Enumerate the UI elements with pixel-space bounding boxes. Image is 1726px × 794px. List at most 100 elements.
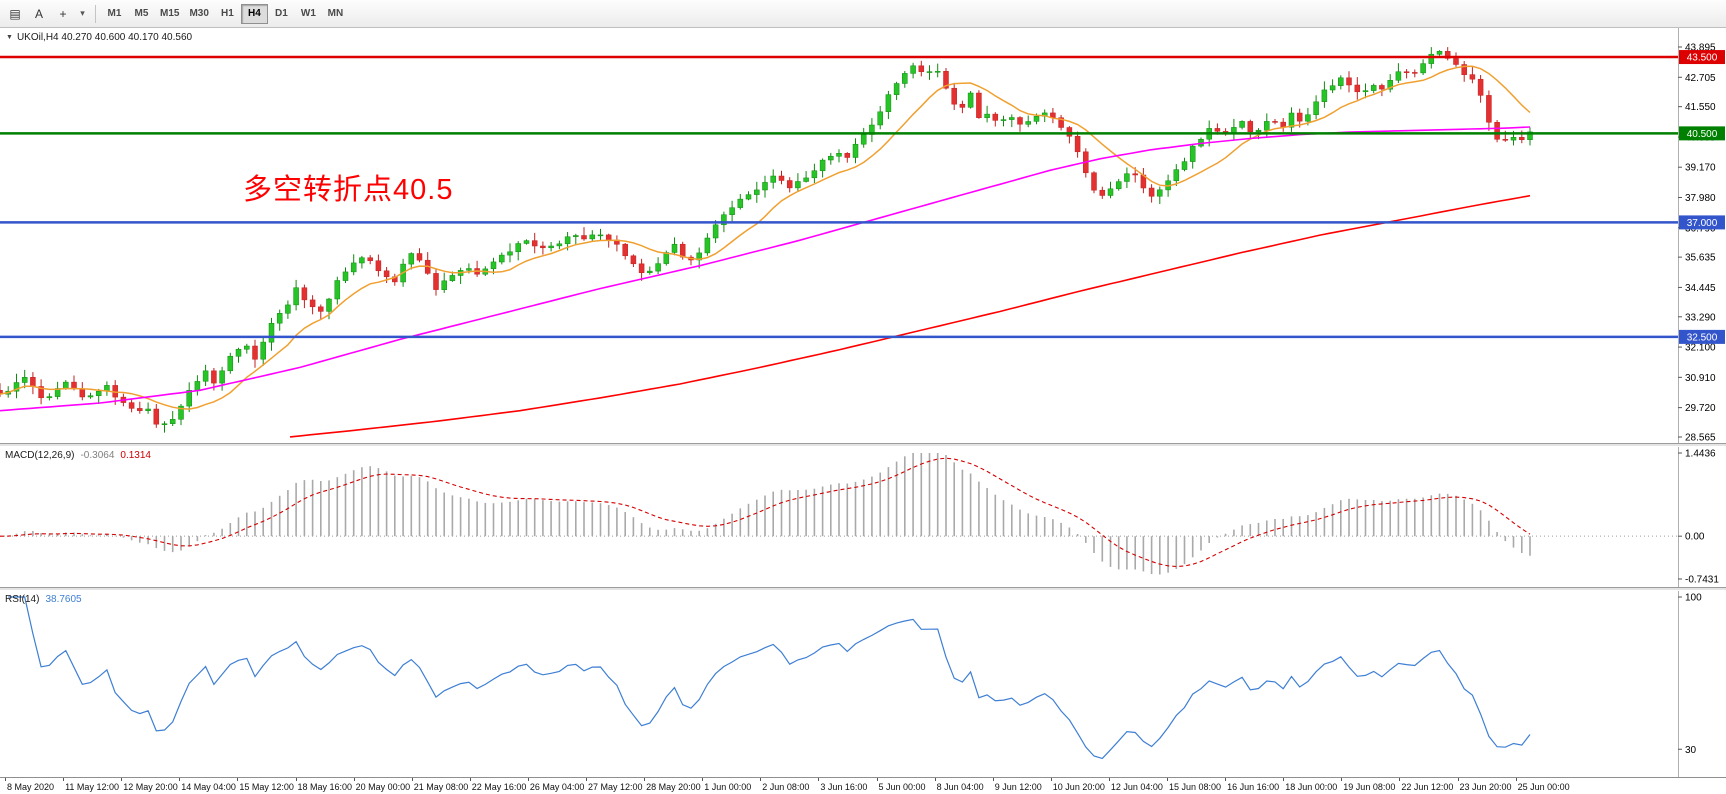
- time-axis-tick: [527, 778, 529, 781]
- rsi-indicator-label: RSI(14) 38.7605: [5, 594, 82, 605]
- candle-body: [754, 189, 760, 195]
- price-badge: [1679, 50, 1725, 65]
- candle-body: [630, 255, 637, 265]
- candle-body: [1329, 85, 1336, 91]
- time-axis-label: 18 Jun 00:00: [1285, 782, 1338, 792]
- price-chart-canvas[interactable]: 43.89542.70541.55040.35539.17037.98036.7…: [0, 28, 1726, 443]
- time-axis-tick: [760, 778, 762, 781]
- candle-body: [803, 177, 809, 182]
- time-axis-label: 16 Jun 16:00: [1227, 782, 1280, 792]
- candle-body: [30, 377, 36, 387]
- time-axis-tick: [876, 778, 878, 781]
- time-axis-tick: [1399, 778, 1401, 781]
- time-axis-label: 15 Jun 08:00: [1169, 782, 1222, 792]
- candle-body: [1494, 122, 1500, 140]
- candle-body: [992, 113, 999, 121]
- candle-body: [1444, 51, 1451, 59]
- candle-body: [679, 243, 686, 258]
- candle-body: [729, 207, 735, 215]
- candle-body: [877, 111, 883, 126]
- candle-body: [605, 234, 612, 241]
- candle-body: [1099, 189, 1106, 196]
- macd-axis-label: -0.7431: [1685, 575, 1719, 586]
- candle-body: [828, 155, 834, 161]
- rsi-pane[interactable]: 100 30 RSI(14) 38.7605: [0, 591, 1726, 777]
- price-axis-label: 28.565: [1685, 433, 1716, 444]
- candle-body: [79, 388, 86, 398]
- candle-body: [745, 194, 752, 200]
- candle-body: [1091, 172, 1097, 191]
- time-axis-label: 22 May 16:00: [471, 782, 527, 792]
- macd-pane[interactable]: 1.4436 0.00 -0.7431 MACD(12,26,9) -0.3064 …: [0, 447, 1726, 587]
- candle-body: [1074, 136, 1081, 153]
- timeframe-w1-button[interactable]: W1: [295, 4, 322, 24]
- candle-body: [984, 113, 990, 118]
- time-axis-tick: [237, 778, 239, 781]
- pane-divider-macd[interactable]: [0, 443, 1726, 447]
- timeframe-mn-button[interactable]: MN: [322, 4, 349, 24]
- candle-body: [671, 243, 678, 253]
- candle-body: [1189, 145, 1196, 162]
- pane-divider-rsi[interactable]: [0, 587, 1726, 591]
- macd-canvas[interactable]: 1.4436 0.00 -0.7431: [0, 447, 1726, 587]
- candle-body: [836, 153, 842, 157]
- price-chart-pane[interactable]: 43.89542.70541.55040.35539.17037.98036.7…: [0, 28, 1726, 443]
- candle-body: [1354, 84, 1361, 93]
- candle-body: [943, 71, 949, 89]
- candle-body: [647, 270, 653, 273]
- timeframe-h4-button[interactable]: H4: [240, 3, 268, 24]
- time-axis-label: 12 Jun 04:00: [1110, 782, 1163, 792]
- candle-body: [1124, 173, 1130, 182]
- time-axis-tick: [1108, 778, 1110, 781]
- timeframe-m30-button[interactable]: M30: [184, 4, 213, 24]
- macd-axis-label: 0.00: [1685, 532, 1705, 543]
- ma-fast-orange[interactable]: [0, 65, 1531, 410]
- candle-body: [161, 423, 168, 425]
- price-axis-label: 34.445: [1685, 283, 1716, 294]
- candle-body: [1025, 121, 1031, 125]
- text-tool-button[interactable]: A: [27, 3, 51, 25]
- ma-mid-magenta[interactable]: [0, 126, 1531, 412]
- timeframe-m15-button[interactable]: M15: [155, 4, 184, 24]
- candle-body: [951, 87, 957, 105]
- candle-body: [885, 94, 892, 112]
- candle-body: [309, 299, 316, 308]
- candle-body: [1181, 161, 1188, 170]
- time-axis-tick: [295, 778, 297, 781]
- rsi-value: 38.7605: [45, 594, 82, 605]
- candle-body: [285, 304, 291, 314]
- candle-body: [507, 251, 513, 256]
- time-axis-label: 12 May 20:00: [123, 782, 178, 792]
- objects-tool-button[interactable]: ▤: [3, 3, 27, 25]
- timeframe-m1-button[interactable]: M1: [101, 4, 128, 24]
- timeframe-m5-button[interactable]: M5: [128, 4, 155, 24]
- candle-body: [844, 153, 851, 158]
- candle-body: [622, 243, 628, 257]
- macd-axis-label: 1.4436: [1685, 449, 1716, 460]
- candle-body: [1379, 85, 1385, 90]
- rsi-line: [8, 596, 1531, 760]
- macd-histogram: [7, 453, 1531, 575]
- timeframe-h1-button[interactable]: H1: [214, 4, 241, 24]
- time-axis-label: 19 Jun 08:00: [1343, 782, 1396, 792]
- candle-body: [918, 65, 925, 72]
- candle-body: [1009, 117, 1015, 120]
- crosshair-tool-button[interactable]: +: [51, 3, 75, 25]
- rsi-canvas[interactable]: 100 30: [0, 591, 1726, 777]
- time-axis-label: 20 May 00:00: [355, 782, 411, 792]
- ma-slow-red[interactable]: [289, 194, 1531, 438]
- candle-body: [540, 245, 546, 249]
- candle-body: [515, 243, 521, 253]
- candle-body: [408, 253, 415, 265]
- tools-dropdown-button[interactable]: ▾: [75, 3, 90, 25]
- candlesticks[interactable]: [0, 47, 1533, 433]
- rsi-axis-label: 100: [1685, 593, 1702, 604]
- timeframe-d1-button[interactable]: D1: [268, 4, 295, 24]
- time-axis-label: 10 Jun 20:00: [1052, 782, 1105, 792]
- candle-body: [663, 252, 670, 264]
- price-badge-label: 43.500: [1687, 53, 1718, 64]
- chart-annotation-text[interactable]: 多空转折点40.5: [243, 174, 454, 206]
- candle-body: [1033, 116, 1040, 122]
- time-axis[interactable]: 8 May 2020 11 May 12:00 12 May 20:00 14 May…: [0, 777, 1726, 794]
- time-axis-tick: [1515, 778, 1517, 781]
